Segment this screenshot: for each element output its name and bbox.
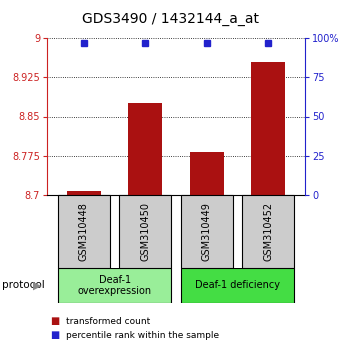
Text: GSM310452: GSM310452 <box>263 202 273 261</box>
Text: GDS3490 / 1432144_a_at: GDS3490 / 1432144_a_at <box>82 12 258 26</box>
Text: ■: ■ <box>50 330 60 340</box>
Text: transformed count: transformed count <box>66 316 150 325</box>
Text: ■: ■ <box>50 316 60 326</box>
Text: protocol: protocol <box>2 280 45 291</box>
Bar <box>129 103 162 195</box>
Bar <box>181 268 294 303</box>
Text: percentile rank within the sample: percentile rank within the sample <box>66 331 219 339</box>
Bar <box>190 152 224 195</box>
Bar <box>58 268 171 303</box>
Text: GSM310450: GSM310450 <box>140 202 150 261</box>
Text: GSM310448: GSM310448 <box>79 202 89 261</box>
Bar <box>67 191 101 195</box>
Bar <box>251 62 285 195</box>
Bar <box>181 195 233 268</box>
Text: GSM310449: GSM310449 <box>202 202 212 261</box>
Text: Deaf-1 deficiency: Deaf-1 deficiency <box>195 280 280 291</box>
Bar <box>119 195 171 268</box>
Text: Deaf-1
overexpression: Deaf-1 overexpression <box>78 275 152 296</box>
Text: ▶: ▶ <box>33 280 42 291</box>
Bar <box>242 195 294 268</box>
Bar <box>58 195 110 268</box>
